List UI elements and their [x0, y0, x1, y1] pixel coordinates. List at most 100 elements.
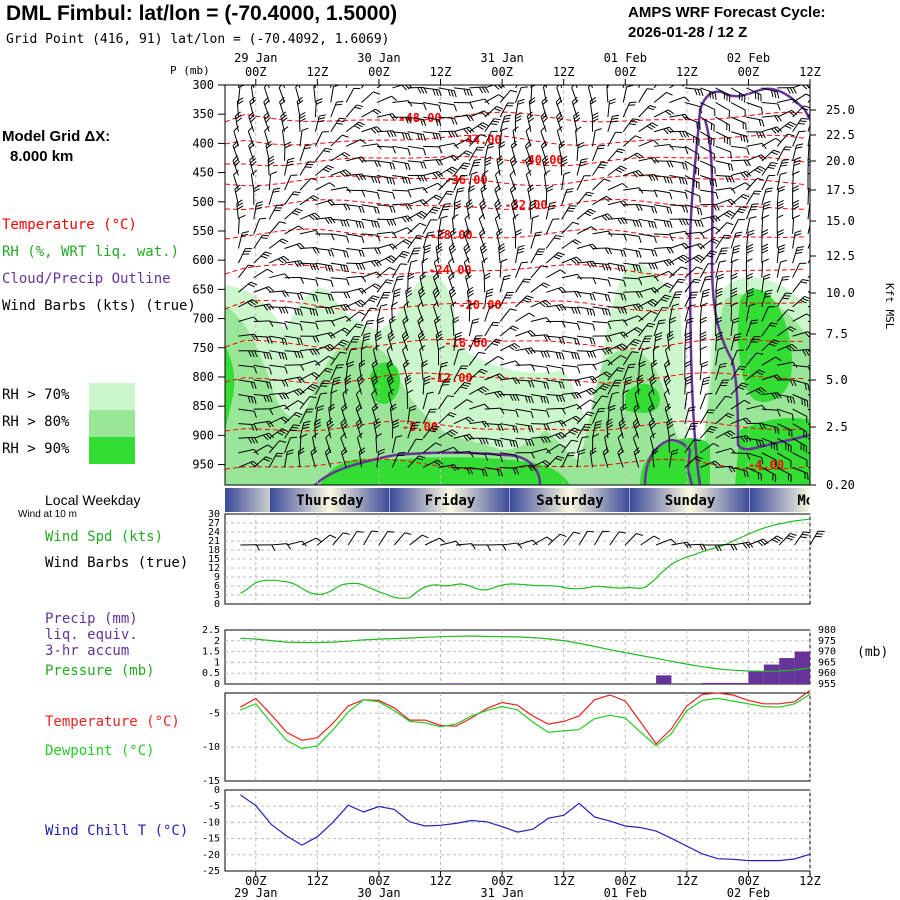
wind-barb [391, 419, 400, 439]
barb-flag [281, 307, 286, 314]
wind-barb [484, 118, 501, 133]
wind-barb [438, 87, 457, 98]
barb-flag [669, 234, 674, 242]
wind-barb [253, 444, 274, 454]
panel-tick-label: 0.5 [202, 668, 220, 679]
barb-staff [561, 174, 565, 191]
wind-barb [525, 155, 533, 176]
barb-flag [275, 455, 283, 457]
barb-flag [435, 194, 443, 199]
wind-barb [576, 306, 596, 317]
wind-barb [515, 379, 535, 388]
barb-flag [746, 272, 753, 277]
barb-flag [619, 420, 626, 427]
barb-flag [417, 175, 422, 182]
wind-barb [807, 283, 810, 293]
barb-flag [269, 352, 273, 360]
wind-barb [438, 429, 459, 439]
wind-barb [777, 408, 794, 421]
wind-barb [761, 187, 773, 205]
barb-flag [617, 432, 624, 439]
barb-flag [448, 272, 454, 278]
wind-barb [340, 432, 347, 454]
barb-flag [521, 77, 528, 83]
wind-barb [792, 214, 800, 234]
barb-flag [403, 359, 409, 365]
barb-flag [793, 170, 800, 175]
weekday-cell-3: Friday [390, 488, 510, 512]
barb-staff [392, 227, 408, 235]
barb-flag [481, 437, 486, 445]
label-dewpoint: Dewpoint (°C) [45, 743, 155, 759]
barb-flag [726, 137, 728, 145]
wind-barb [530, 231, 543, 249]
barb-staff [250, 174, 255, 191]
barb-flag [330, 307, 335, 315]
barb-flag [500, 258, 508, 263]
barb-flag [316, 408, 324, 412]
barb-flag [800, 281, 808, 284]
barb-flag [653, 221, 657, 229]
barb-flag [384, 281, 392, 284]
barb-staff [502, 542, 519, 546]
wind-barb [746, 369, 766, 381]
wind-barb [576, 321, 596, 331]
barb-flag [603, 372, 610, 378]
barb-flag [660, 299, 668, 302]
wind-barb [715, 412, 735, 425]
barb-flag [392, 178, 396, 185]
barb-flag [501, 127, 509, 131]
pressure-tick-label: 350 [192, 107, 214, 121]
barb-flag [317, 405, 324, 409]
barb-flag [620, 423, 626, 430]
barb-flag [597, 166, 605, 169]
wind-barb [623, 248, 642, 258]
barb-flag [585, 194, 592, 197]
barb-flag [499, 455, 503, 463]
barb-staff [509, 174, 516, 191]
barb-staff [530, 350, 547, 352]
barb-flag [685, 375, 692, 379]
barb-flag [649, 300, 656, 306]
barb-flag [281, 380, 286, 387]
barb-flag [615, 131, 623, 134]
barb-flag [279, 221, 287, 224]
barb-flag [644, 70, 651, 75]
barb-flag [701, 294, 709, 298]
wind-barb [376, 448, 385, 468]
barb-flag [460, 367, 467, 370]
barb-staff [484, 452, 501, 457]
barb-flag [715, 319, 723, 324]
barb-flag [623, 280, 627, 287]
wind-barb [730, 231, 743, 249]
wind-barb [761, 229, 769, 249]
barb-flag [756, 371, 763, 376]
wind-barb [407, 259, 418, 278]
barb-flag [720, 384, 727, 387]
surface-wind-barb [778, 532, 797, 546]
barb-flag [276, 204, 284, 206]
wind-barb [684, 266, 704, 279]
wind-barb [284, 141, 292, 161]
barb-flag [607, 294, 611, 302]
wind-barb [515, 408, 534, 419]
label-windchill: Wind Chill T (°C) [45, 823, 189, 839]
barb-flag [634, 338, 642, 342]
wind-barb [592, 306, 611, 316]
wind-barb [238, 393, 257, 404]
wind-barb [745, 272, 753, 293]
wind-barb [684, 243, 706, 250]
barb-flag [356, 388, 362, 395]
barb-flag [346, 220, 350, 227]
wind-barb [469, 452, 489, 461]
wind-barb [638, 248, 658, 257]
barb-flag [667, 330, 674, 336]
barb-flag [758, 422, 764, 430]
wind-barb [761, 437, 778, 451]
wind-barb [392, 100, 413, 107]
barb-flag [372, 295, 380, 299]
wind-barbs-grid [232, 70, 810, 483]
barb-flag [485, 294, 493, 298]
barb-staff [576, 437, 583, 454]
wind-barb [346, 218, 365, 229]
